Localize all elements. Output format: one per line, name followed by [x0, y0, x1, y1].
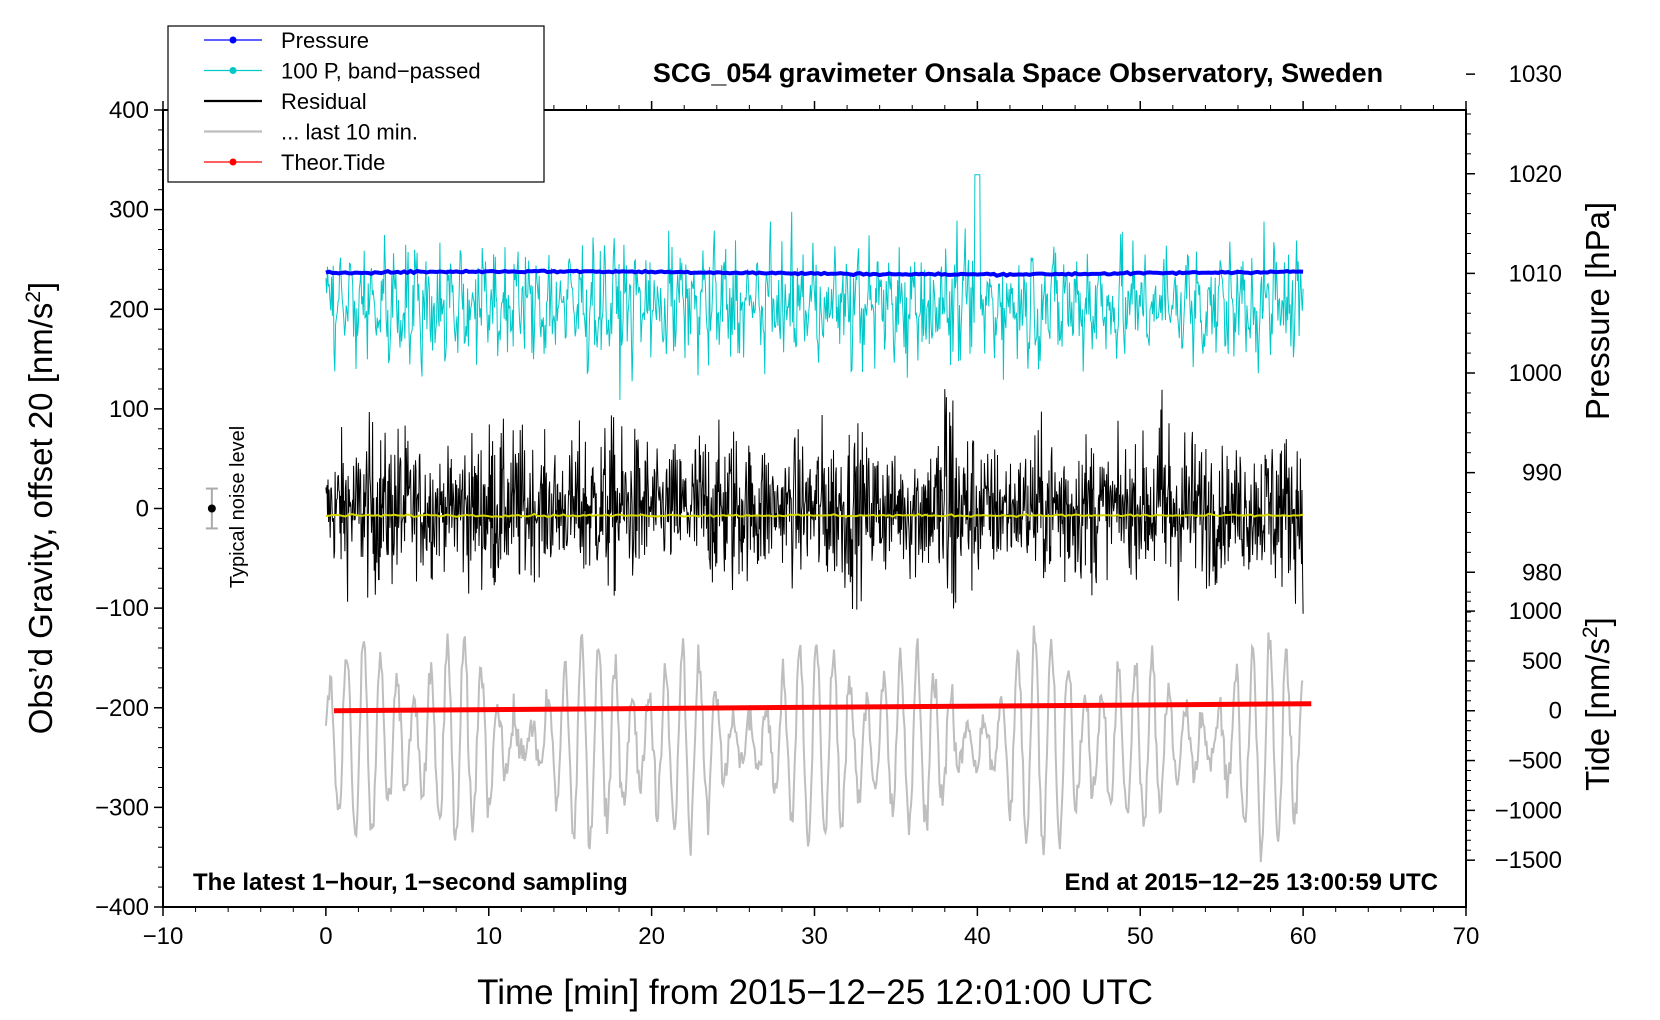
left-tick-label: 300	[109, 197, 149, 224]
x-tick-label: 30	[801, 923, 828, 950]
left-tick-label: 0	[136, 496, 149, 523]
pressure-tick-label: 1020	[1509, 161, 1562, 188]
legend-box	[167, 25, 545, 183]
tide-tick-label: 1000	[1509, 598, 1562, 625]
legend-label: ... last 10 min.	[281, 120, 418, 145]
last-10-min-line	[324, 625, 1304, 863]
legend-label: Pressure	[281, 28, 369, 53]
pressure-tick-label: 1030	[1509, 61, 1562, 88]
pressure-tick-label: 980	[1522, 559, 1562, 586]
noise-bar-center	[207, 504, 216, 513]
left-tick-label: −300	[95, 794, 149, 821]
x-tick-label: 20	[638, 923, 665, 950]
x-tick-label: −10	[143, 923, 184, 950]
legend-swatch-marker	[229, 158, 237, 166]
legend-label: Theor.Tide	[281, 150, 385, 175]
end-time-annotation: End at 2015−12−25 13:00:59 UTC	[1064, 869, 1438, 896]
legend: Pressure 100 P, band−passed Residual ... la…	[167, 25, 545, 183]
x-tick-label: 70	[1453, 923, 1480, 950]
band-passed-pressure-line	[325, 174, 1304, 401]
left-tick-label: −200	[95, 695, 149, 722]
left-axis-label-text: Obs’d Gravity, offset 20 [nm/s	[22, 303, 59, 735]
left-axis-label-sup: 2	[22, 291, 45, 303]
pressure-line	[325, 268, 1304, 278]
tide-tick-label: −1000	[1495, 797, 1562, 824]
pressure-tick-label: 1000	[1509, 360, 1562, 387]
residual-mean-line	[325, 512, 1304, 519]
noise-level-indicator	[205, 487, 218, 530]
pressure-tick-label: 990	[1522, 460, 1562, 487]
tide-tick-label: 0	[1549, 698, 1562, 725]
tide-tick-label: −500	[1508, 748, 1562, 775]
legend-label: Residual	[281, 89, 367, 114]
series-layer	[324, 174, 1312, 863]
left-tick-label: −400	[95, 894, 149, 921]
tide-axis-label-text: Tide [nm/s	[1579, 638, 1616, 791]
tide-axis-label-end: ]	[1579, 617, 1616, 626]
x-tick-label: 60	[1290, 923, 1317, 950]
pressure-axis-label: Pressure [hPa]	[1579, 202, 1616, 420]
tide-axis-ticks: 1000 500 0 −500 −1000 −1500	[1466, 598, 1562, 874]
legend-swatch-marker	[229, 67, 237, 74]
tide-tick-label: −1500	[1495, 847, 1562, 874]
tide-axis-label-sup: 2	[1579, 626, 1602, 638]
sampling-annotation: The latest 1−hour, 1−second sampling	[193, 869, 628, 896]
x-tick-label: 40	[964, 923, 991, 950]
left-tick-label: 100	[109, 396, 149, 423]
x-axis-ticks: −10 0 10 20 30 40 50 60 70	[143, 101, 1480, 950]
x-axis-label: Time [min] from 2015−12−25 12:01:00 UTC	[477, 973, 1153, 1012]
residual-line	[325, 389, 1304, 614]
x-tick-label: 50	[1127, 923, 1154, 950]
x-tick-label: 0	[319, 923, 332, 950]
left-tick-label: 200	[109, 296, 149, 323]
legend-swatch-marker	[229, 36, 237, 44]
chart-title: SCG_054 gravimeter Onsala Space Observat…	[653, 58, 1383, 88]
left-axis-ticks: 400 300 200 100 0 −100 −200 −300 −400	[95, 97, 163, 921]
left-axis-label: Obs’d Gravity, offset 20 [nm/s2]	[22, 282, 59, 734]
left-axis-label-end: ]	[22, 282, 59, 291]
legend-label: 100 P, band−passed	[281, 59, 481, 84]
tide-tick-label: 500	[1522, 648, 1562, 675]
tide-axis-label: Tide [nm/s2]	[1579, 617, 1616, 791]
pressure-axis-ticks: 1030 1020 1010 1000 990 980	[1466, 61, 1562, 613]
left-tick-label: 400	[109, 97, 149, 124]
left-tick-label: −100	[95, 595, 149, 622]
x-tick-label: 10	[475, 923, 502, 950]
theoretical-tide-line	[334, 701, 1312, 714]
noise-level-label: Typical noise level	[227, 426, 249, 588]
pressure-tick-label: 1010	[1509, 260, 1562, 287]
